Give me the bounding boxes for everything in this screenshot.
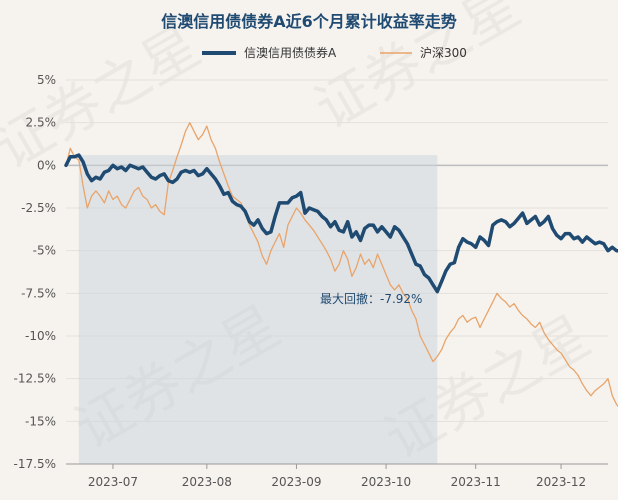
legend-label-fund: 信澳信用债债券A [244,45,337,60]
series-lines [64,122,618,408]
x-tick-label: 2023-12 [536,475,586,489]
y-tick-label: 0% [37,158,56,172]
y-tick-label: -10% [25,329,56,343]
max-drawdown-label: 最大回撤：-7.92% [320,291,422,306]
y-tick-label: -5% [33,244,56,258]
legend: 信澳信用债债券A 沪深300 [202,45,467,60]
x-tick-label: 2023-08 [182,475,232,489]
y-tick-label: -2.5% [21,201,56,215]
series-line-fund [64,153,618,294]
x-tick-label: 2023-09 [271,475,321,489]
y-tick-label: 5% [37,73,56,87]
x-tick-label: 2023-11 [451,475,501,489]
x-tick-label: 2023-10 [361,475,411,489]
y-axis: 5% 2.5% 0% -2.5% -5% -7.5% -10% -12.5% -15% -17.5… [14,73,56,471]
y-tick-label: -12.5% [14,372,56,386]
chart-title: 信澳信用债债券A近6个月累计收益率走势 [161,12,457,31]
y-tick-label: -7.5% [21,286,56,300]
drawdown-region [78,155,438,465]
legend-label-index: 沪深300 [420,46,467,60]
y-tick-label: 2.5% [26,116,57,130]
y-tick-label: -15% [25,414,56,428]
y-tick-label: -17.5% [14,457,56,471]
drawdown-area [78,155,438,465]
x-axis: 2023-07 2023-08 2023-09 2023-10 2023-11 2023-… [66,463,608,489]
series-line-index [65,122,618,408]
annotations: 最大回撤：-7.92% [320,291,422,306]
x-tick-label: 2023-07 [88,475,138,489]
